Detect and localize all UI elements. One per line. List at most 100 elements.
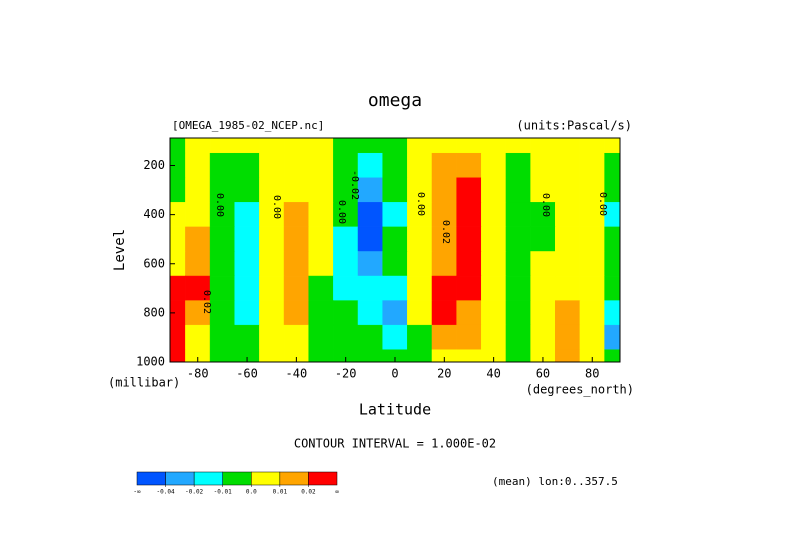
contour-cell	[259, 300, 285, 326]
contour-cell	[308, 324, 334, 350]
contour-cell	[505, 300, 531, 326]
contour-cell	[407, 275, 433, 301]
contour-cell	[234, 324, 260, 350]
chart-title: omega	[368, 90, 422, 111]
colorbar-swatch	[136, 471, 166, 486]
contour-cell	[185, 226, 211, 252]
contour-cell	[431, 152, 457, 179]
contour-cell	[357, 152, 383, 179]
contour-cell	[604, 300, 621, 326]
contour-cell	[308, 251, 334, 277]
contour-cell	[333, 300, 359, 326]
contour-cell	[308, 300, 334, 326]
contour-cell	[259, 137, 285, 154]
contour-cell	[604, 349, 621, 363]
x-tick-label: 0	[391, 367, 398, 381]
contour-cell	[530, 177, 556, 203]
contour-cell	[185, 300, 211, 326]
colorbar-label: ∞	[335, 489, 339, 496]
colorbar-swatch	[251, 471, 281, 486]
contour-cell	[530, 300, 556, 326]
contour-cell	[308, 349, 334, 363]
contour-cell	[382, 324, 408, 350]
contour-cell	[505, 177, 531, 203]
contour-cell	[357, 226, 383, 252]
contour-cell	[169, 226, 186, 252]
contour-cell	[431, 137, 457, 154]
contour-cell	[308, 152, 334, 179]
contour-label: -0.02	[349, 170, 360, 200]
contour-cell	[555, 226, 581, 252]
contour-cell	[283, 226, 309, 252]
contour-cell	[431, 300, 457, 326]
y-axis-label: Level	[112, 229, 128, 271]
contour-cell	[259, 251, 285, 277]
x-tick-label: -80	[187, 367, 209, 381]
colorbar-swatch	[165, 471, 195, 486]
contour-cell	[308, 137, 334, 154]
contour-label: 0.00	[597, 192, 608, 216]
contour-cell	[209, 300, 235, 326]
contour-cell	[407, 152, 433, 179]
x-tick-label: 40	[486, 367, 500, 381]
contour-cell	[357, 251, 383, 277]
colorbar-label: 0.02	[301, 489, 316, 496]
contour-cell	[209, 324, 235, 350]
contour-cell	[169, 275, 186, 301]
contour-cell	[604, 324, 621, 350]
contour-cell	[456, 275, 482, 301]
contour-cell	[357, 202, 383, 228]
contour-cell	[555, 137, 581, 154]
contour-cell	[555, 300, 581, 326]
contour-cell	[407, 251, 433, 277]
contour-cell	[169, 349, 186, 363]
colorbar-label: -∞	[133, 489, 141, 496]
contour-cell	[283, 137, 309, 154]
contour-cell	[407, 137, 433, 154]
contour-cell	[431, 251, 457, 277]
colorbar-swatch	[193, 471, 223, 486]
contour-cell	[357, 349, 383, 363]
contour-cell	[308, 275, 334, 301]
contour-label: 0.00	[271, 195, 282, 219]
contour-cell	[407, 300, 433, 326]
subtitle-right: (units:Pascal/s)	[516, 119, 632, 133]
contour-cell	[209, 251, 235, 277]
contour-cell	[579, 177, 605, 203]
contour-cell	[382, 202, 408, 228]
contour-cell	[234, 152, 260, 179]
contour-label: 0.00	[214, 193, 225, 217]
contour-cell	[333, 226, 359, 252]
contour-cell	[505, 349, 531, 363]
contour-cell	[456, 251, 482, 277]
contour-cell	[555, 177, 581, 203]
contour-cell	[185, 152, 211, 179]
contour-cell	[505, 202, 531, 228]
contour-cell	[308, 202, 334, 228]
colorbar-label: 0.01	[273, 489, 288, 496]
contour-cell	[481, 324, 507, 350]
contour-cell	[530, 251, 556, 277]
contour-cell	[505, 324, 531, 350]
contour-cell	[456, 349, 482, 363]
contour-interval: CONTOUR INTERVAL = 1.000E-02	[294, 437, 496, 451]
y-tick-label: 200	[143, 158, 165, 172]
contour-cell	[481, 251, 507, 277]
contour-cell	[481, 177, 507, 203]
contour-cell	[283, 324, 309, 350]
footnote: (mean) lon:0..357.5	[492, 475, 618, 488]
contour-cell	[357, 177, 383, 203]
contour-cell	[308, 226, 334, 252]
contour-cell	[579, 324, 605, 350]
colorbar-swatch	[279, 471, 309, 486]
contour-cell	[431, 226, 457, 252]
contour-cell	[382, 137, 408, 154]
contour-cell	[333, 324, 359, 350]
contour-cell	[209, 226, 235, 252]
contour-cell	[283, 152, 309, 179]
contour-cell	[579, 275, 605, 301]
contour-cell	[333, 275, 359, 301]
contour-cell	[407, 202, 433, 228]
contour-cell	[579, 226, 605, 252]
